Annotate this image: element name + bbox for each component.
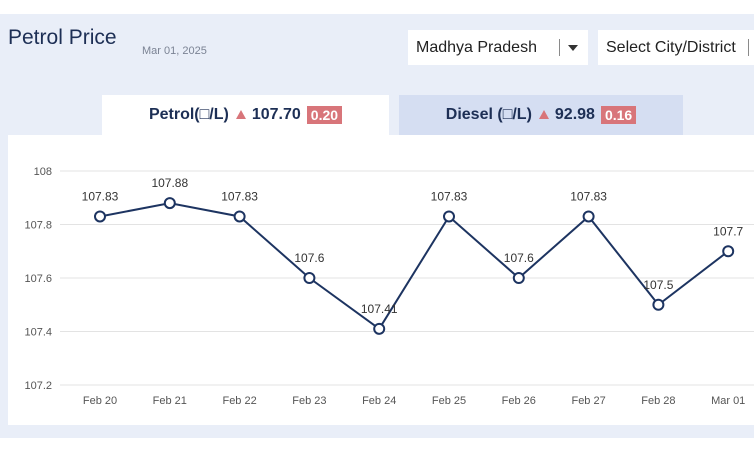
x-tick-label: Mar 01 (711, 395, 745, 407)
price-chart-area: 107.2 107.4 107.6 107.8 108 Feb 20 Feb 21 Feb 2… (8, 135, 754, 425)
page-title: Petrol Price (8, 26, 117, 49)
x-tick-label: Feb 27 (571, 395, 605, 407)
tab-diesel-change-badge: 0.16 (600, 106, 637, 124)
price-line-chart: 107.2 107.4 107.6 107.8 108 Feb 20 Feb 21 Feb 2… (24, 166, 754, 407)
data-point (233, 210, 246, 223)
data-point (722, 245, 735, 258)
data-point (94, 210, 106, 223)
chevron-down-icon[interactable] (568, 45, 578, 51)
x-tick-label: Feb 24 (362, 395, 396, 407)
tab-petrol-change-badge: 0.20 (306, 106, 343, 124)
data-label: 107.5 (643, 278, 673, 292)
select-divider (748, 39, 749, 56)
data-point (373, 322, 386, 335)
data-point (303, 272, 316, 284)
tab-diesel-price: 92.98 (554, 106, 595, 123)
data-point (652, 298, 665, 311)
data-label: 107.6 (294, 251, 324, 265)
data-label: 107.83 (570, 189, 607, 203)
tab-petrol-label: Petrol(□/L) (148, 106, 229, 123)
y-tick-label: 107.2 (24, 380, 52, 392)
data-point (163, 197, 176, 210)
data-label: 107.6 (504, 251, 534, 265)
tab-petrol-price: 107.70 (251, 106, 301, 123)
x-tick-label: Feb 26 (502, 395, 536, 407)
data-label: 107.83 (221, 189, 258, 203)
data-point (512, 272, 525, 284)
city-select[interactable]: Select City/District (598, 30, 754, 65)
data-label: 107.7 (713, 224, 743, 238)
y-tick-label: 107.6 (24, 273, 52, 285)
tab-diesel[interactable]: Diesel (□/L) 92.98 0.16 (399, 95, 683, 135)
tab-petrol[interactable]: Petrol(□/L) 107.70 0.20 (102, 95, 389, 135)
price-up-icon (235, 109, 246, 119)
price-date: Mar 01, 2025 (142, 45, 207, 57)
data-point (443, 210, 455, 223)
data-label: 107.83 (82, 189, 119, 203)
x-tick-label: Feb 22 (222, 395, 256, 407)
state-select[interactable]: Madhya Pradesh (408, 30, 588, 65)
x-tick-label: Feb 25 (432, 395, 466, 407)
data-label: 107.41 (361, 302, 398, 316)
price-up-icon (538, 109, 549, 119)
y-tick-label: 107.4 (24, 327, 52, 339)
state-select-value: Madhya Pradesh (416, 39, 537, 56)
x-tick-label: Feb 20 (83, 395, 117, 407)
x-tick-label: Feb 28 (641, 395, 675, 407)
city-select-placeholder: Select City/District (606, 39, 736, 56)
x-tick-label: Feb 21 (153, 395, 187, 407)
x-tick-label: Feb 23 (292, 395, 326, 407)
series-line (99, 202, 729, 331)
data-point (582, 210, 595, 223)
y-tick-label: 107.8 (24, 220, 52, 232)
data-label: 107.83 (431, 189, 468, 203)
y-tick-label: 108 (34, 166, 52, 178)
select-divider (559, 39, 560, 56)
data-label: 107.88 (151, 176, 188, 190)
tab-diesel-label: Diesel (□/L) (445, 106, 532, 123)
